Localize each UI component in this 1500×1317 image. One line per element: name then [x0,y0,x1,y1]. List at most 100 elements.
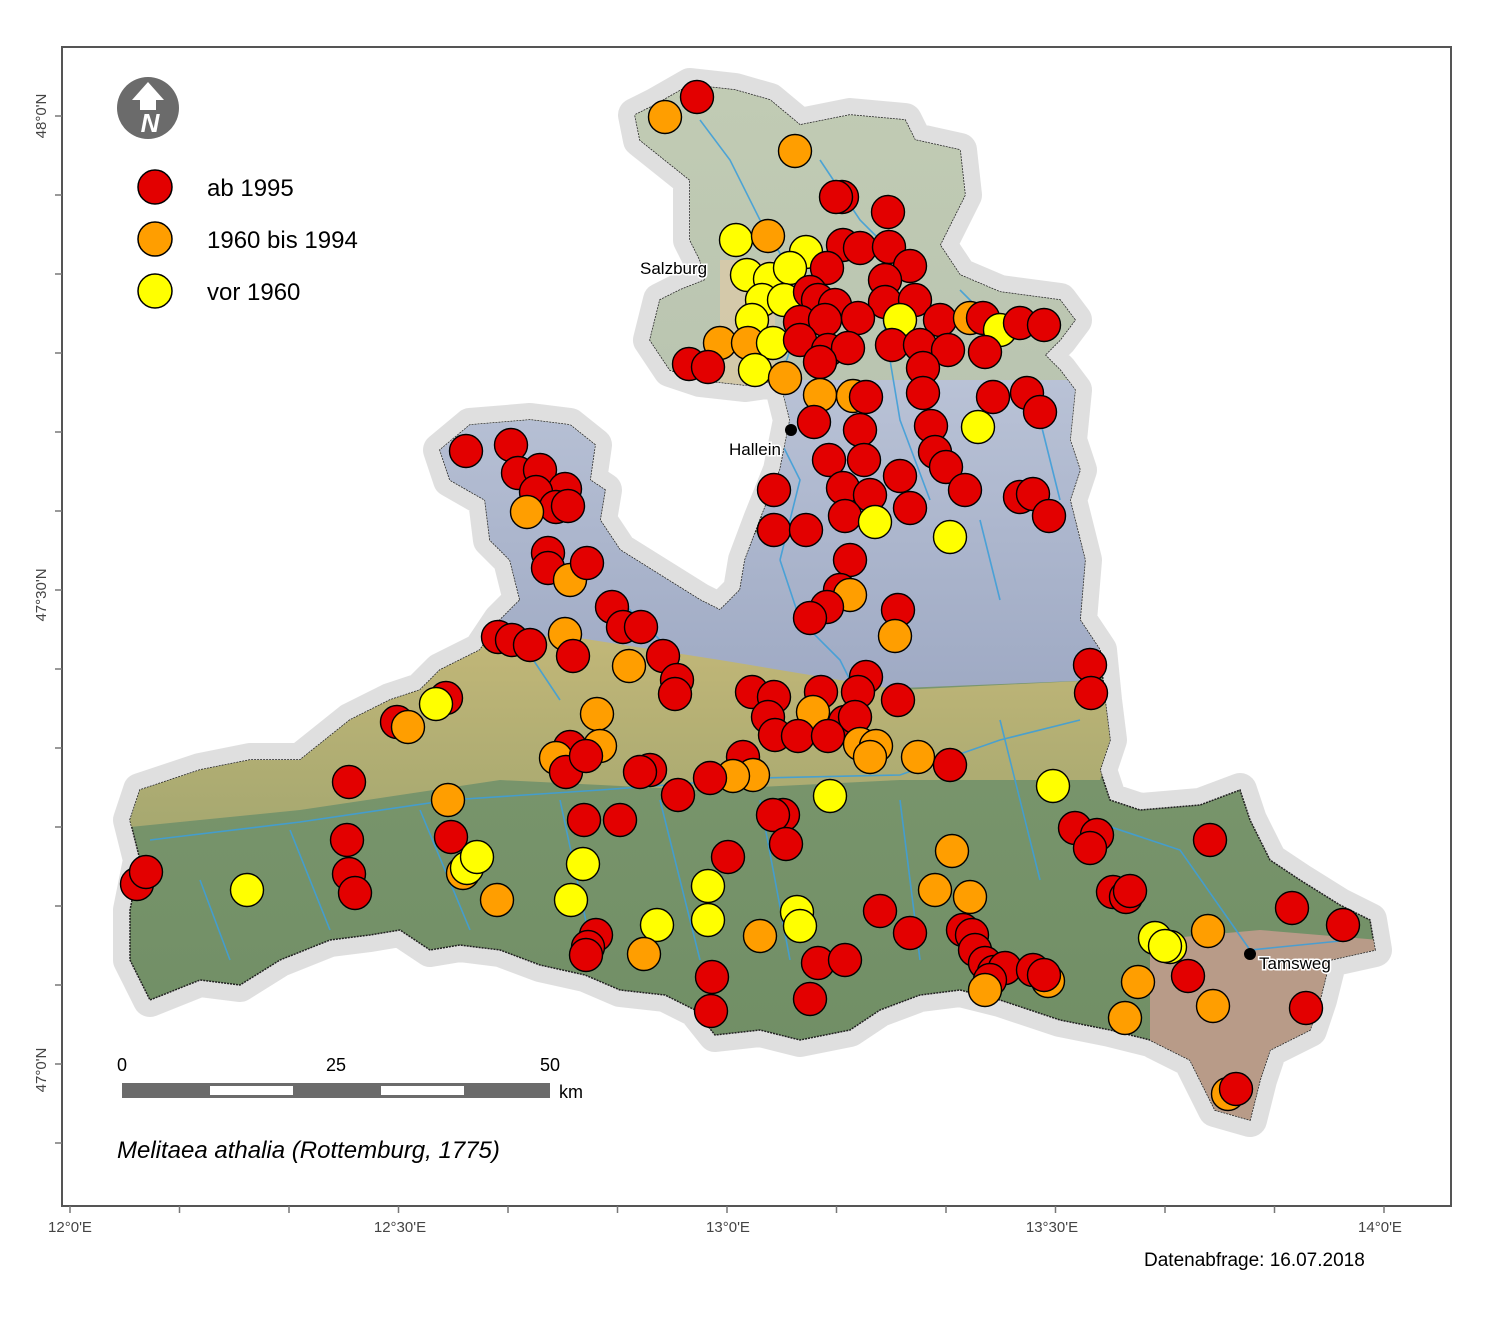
observation-point [553,882,589,918]
legend-swatch-ab-1995 [137,169,173,205]
observation-point [952,879,988,915]
city-label-tamsweg: Tamsweg [1259,954,1331,973]
observation-point [337,875,373,911]
city-label-hallein: Hallein [729,440,781,459]
observation-point [960,409,996,445]
y-tick-label: 47°0'N [33,1048,50,1093]
river [659,799,701,961]
city-dot-hallein [785,424,797,436]
y-axis-labels: 48°0'N 47°30'N 47°0'N [33,94,50,1093]
observation-point [810,718,846,754]
observation-point [579,696,615,732]
observation-point [626,936,662,972]
observation-point [852,739,888,775]
observation-point [569,545,605,581]
y-tick-label: 47°30'N [33,568,50,621]
observation-point [848,379,884,415]
observation-point [639,907,675,943]
city-dot-tamsweg [1244,948,1256,960]
river [419,809,471,931]
observation-point [830,330,866,366]
observation-point [788,512,824,548]
observation-point [809,250,845,286]
river [1039,419,1061,501]
x-tick-label: 13°30'E [1026,1219,1078,1236]
observation-point [433,819,469,855]
observation-point [679,79,715,115]
x-axis-labels: 12°0'E 12°30'E 13°0'E 13°30'E 14°0'E [48,1219,1402,1236]
observation-point [657,676,693,712]
observation-point [1192,822,1228,858]
observation-point [905,375,941,411]
observation-point [1325,907,1361,943]
observation-point [390,709,426,745]
observation-point [479,882,515,918]
observation-point [718,222,754,258]
observation-point [1170,958,1206,994]
observation-point [430,782,466,818]
observation-point [693,993,729,1029]
observation-point [846,442,882,478]
legend-label: vor 1960 [207,279,300,306]
observation-point [1107,1000,1143,1036]
svg-text:N: N [141,108,161,138]
observation-point [755,797,791,833]
observation-point [622,754,658,790]
observation-point [448,433,484,469]
observation-point [870,194,906,230]
observation-point [811,442,847,478]
observation-point [827,498,863,534]
observation-point [975,379,1011,415]
observation-point [128,854,164,890]
observation-point [694,959,730,995]
species-name: Melitaea athalia (Rottemburg, 1775) [117,1137,500,1164]
observation-point [647,99,683,135]
observation-point [796,404,832,440]
observation-point [737,352,773,388]
graticule-ticks [55,115,1385,1213]
observation-point [947,472,983,508]
observation-point [742,918,778,954]
observation-point [550,488,586,524]
observation-point [750,218,786,254]
river [1089,819,1351,951]
observation-point [1120,964,1156,1000]
scale-tick-label: 25 [326,1055,346,1075]
observation-point [802,344,838,380]
observation-point [568,937,604,973]
observation-point [1022,394,1058,430]
observation-point [880,682,916,718]
observation-point [877,618,913,654]
observation-point [842,412,878,448]
observation-point [692,760,728,796]
observation-point [1073,675,1109,711]
observation-point [967,334,1003,370]
observation-point [1274,890,1310,926]
observation-point [611,648,647,684]
observation-point [512,627,548,663]
scale-tick-label: 0 [117,1055,127,1075]
observation-point [792,600,828,636]
observation-point [840,300,876,336]
x-tick-label: 13°0'E [706,1219,750,1236]
river [999,719,1041,881]
observation-point [928,449,964,485]
observation-point [967,972,1003,1008]
city-label-salzburg: Salzburg [640,259,707,278]
observation-point [660,777,696,813]
x-tick-label: 12°30'E [374,1219,426,1236]
observation-point [459,839,495,875]
query-date: Datenabfrage: 16.07.2018 [1144,1250,1365,1271]
scale-bar: 0 25 50 km [117,1055,583,1102]
observation-point [229,872,265,908]
observation-point [892,490,928,526]
observation-point [1218,1071,1254,1107]
river [199,879,231,961]
observation-point [932,747,968,783]
observation-point [602,802,638,838]
observation-point [1026,307,1062,343]
x-tick-label: 14°0'E [1358,1219,1402,1236]
observation-point [1035,768,1071,804]
legend: ab 1995 1960 bis 1994 vor 1960 [137,169,358,309]
